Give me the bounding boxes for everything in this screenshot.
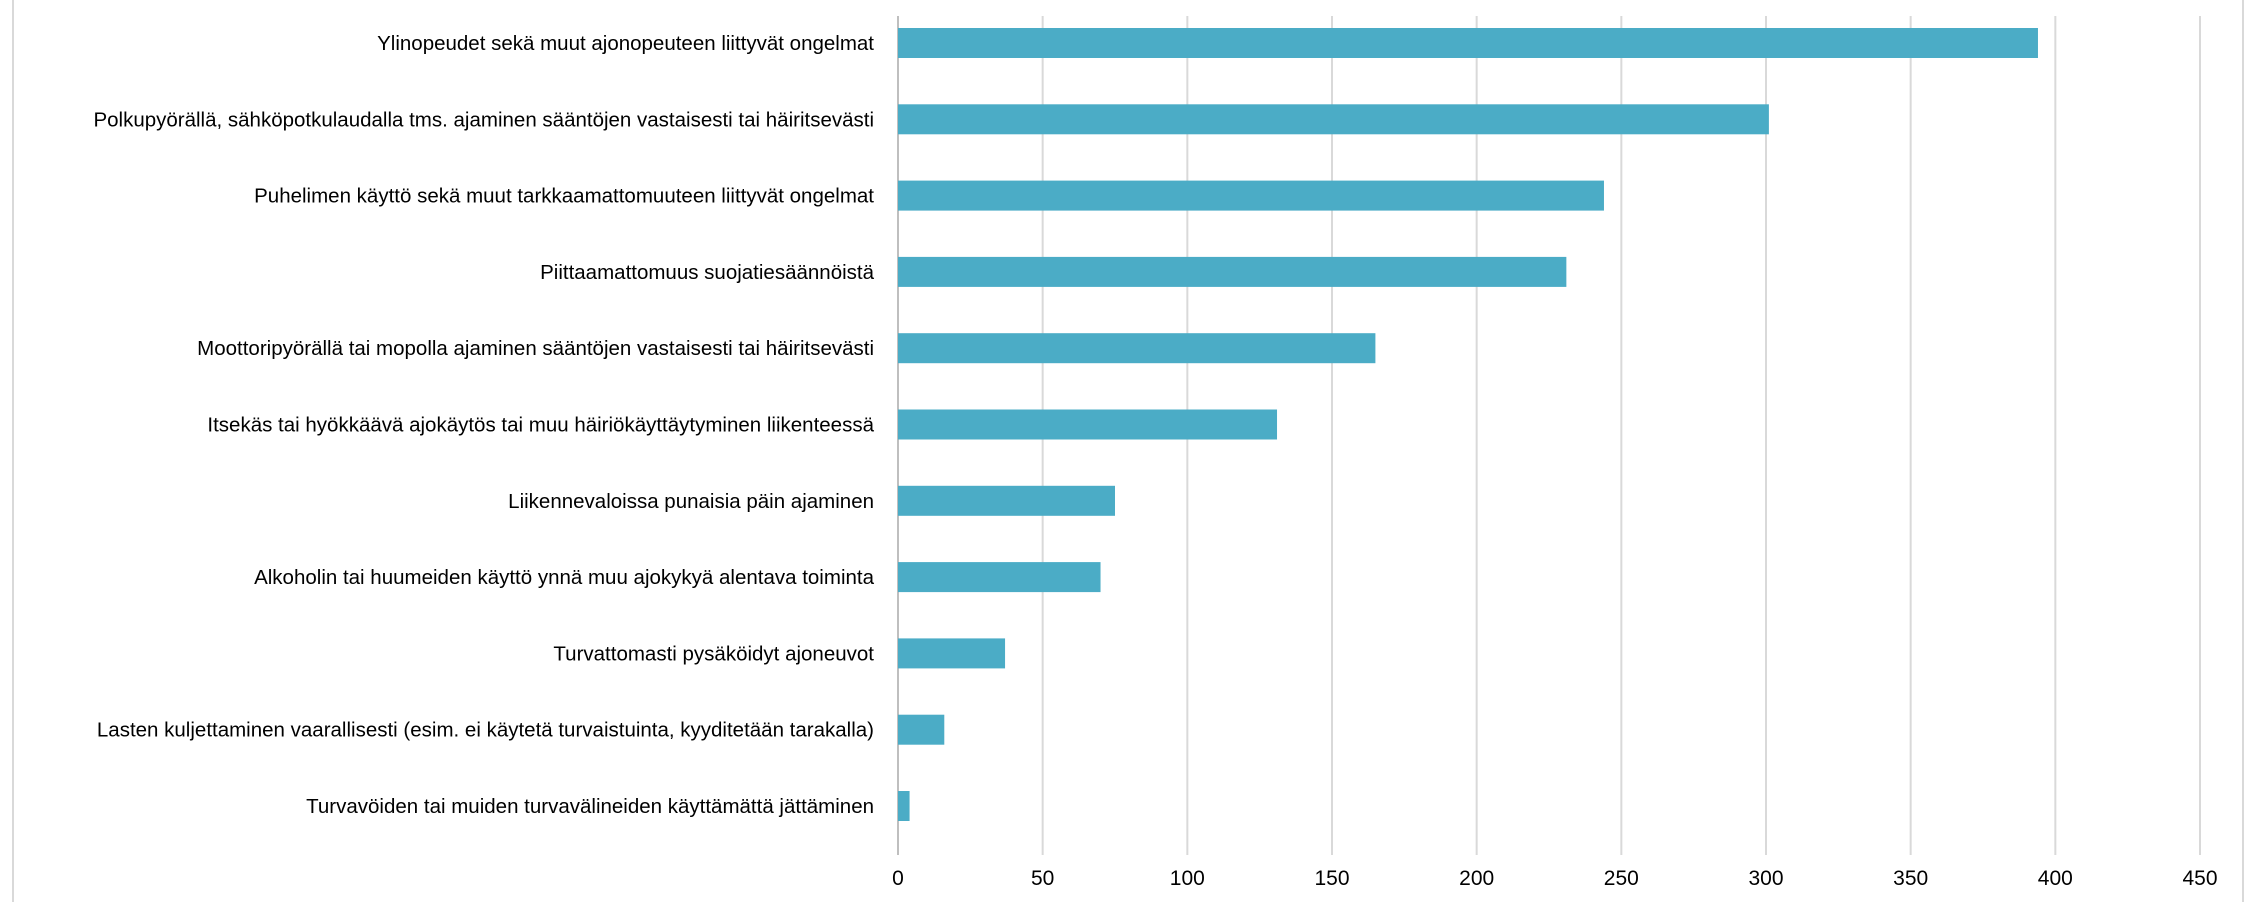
x-tick-label: 150 — [1314, 867, 1349, 890]
category-label: Turvavöiden tai muiden turvavälineiden k… — [306, 795, 874, 818]
x-tick-label: 0 — [892, 867, 904, 890]
category-label: Itsekäs tai hyökkäävä ajokäytös tai muu … — [207, 414, 874, 437]
bar — [898, 104, 1769, 135]
x-tick-label: 250 — [1604, 867, 1639, 890]
bar — [898, 256, 1567, 287]
category-label: Piittaamattomuus suojatiesäännöistä — [540, 261, 874, 284]
x-tick-label: 300 — [1748, 867, 1783, 890]
x-tick-labels: 0 50 100 150 200 250 300 350 400 450 — [892, 867, 2217, 890]
bar — [898, 409, 1278, 440]
category-label: Puhelimen käyttö sekä muut tarkkaamattom… — [254, 185, 874, 208]
x-tick-label: 200 — [1459, 867, 1494, 890]
x-tick-label: 400 — [2038, 867, 2073, 890]
bar — [898, 485, 1115, 516]
x-tick-label: 100 — [1170, 867, 1205, 890]
category-label: Liikennevaloissa punaisia päin ajaminen — [508, 490, 874, 513]
bar — [898, 638, 1006, 669]
bar — [898, 28, 2038, 58]
x-tick-label: 50 — [1031, 867, 1054, 890]
category-label: Alkoholin tai huumeiden käyttö ynnä muu … — [254, 566, 875, 589]
category-label: Moottoripyörällä tai mopolla ajaminen sä… — [197, 337, 874, 360]
bars — [898, 28, 2038, 821]
bar — [898, 333, 1376, 364]
x-tick-label: 350 — [1893, 867, 1928, 890]
bar — [898, 791, 910, 821]
bar — [898, 562, 1101, 593]
category-label: Polkupyörällä, sähköpotkulaudalla tms. a… — [93, 108, 874, 131]
bar — [898, 714, 945, 745]
category-labels: Ylinopeudet sekä muut ajonopeuteen liitt… — [93, 32, 874, 818]
category-label: Ylinopeudet sekä muut ajonopeuteen liitt… — [377, 32, 874, 55]
category-label: Lasten kuljettaminen vaarallisesti (esim… — [97, 719, 874, 742]
x-tick-label: 450 — [2182, 867, 2217, 890]
bar — [898, 180, 1604, 211]
category-label: Turvattomasti pysäköidyt ajoneuvot — [553, 642, 874, 665]
